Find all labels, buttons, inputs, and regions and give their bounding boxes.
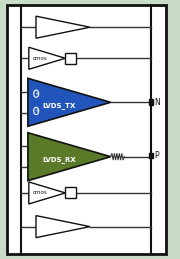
Polygon shape (29, 47, 65, 69)
Text: cmos: cmos (32, 190, 47, 196)
Text: N: N (154, 98, 160, 107)
Bar (65, 53, 76, 64)
Bar (149, 99, 153, 105)
Polygon shape (29, 182, 65, 204)
Text: LVDS_RX: LVDS_RX (42, 156, 76, 163)
Text: P: P (154, 151, 159, 160)
Text: +: + (34, 91, 38, 96)
Bar (7, 5, 166, 254)
Polygon shape (36, 215, 90, 238)
Text: LVDS_TX: LVDS_TX (43, 102, 76, 109)
Polygon shape (28, 133, 111, 181)
Polygon shape (36, 16, 90, 38)
Bar (65, 188, 76, 198)
Text: +: + (34, 109, 38, 113)
Polygon shape (28, 78, 111, 126)
Text: cmos: cmos (32, 56, 47, 61)
Bar (149, 153, 153, 158)
